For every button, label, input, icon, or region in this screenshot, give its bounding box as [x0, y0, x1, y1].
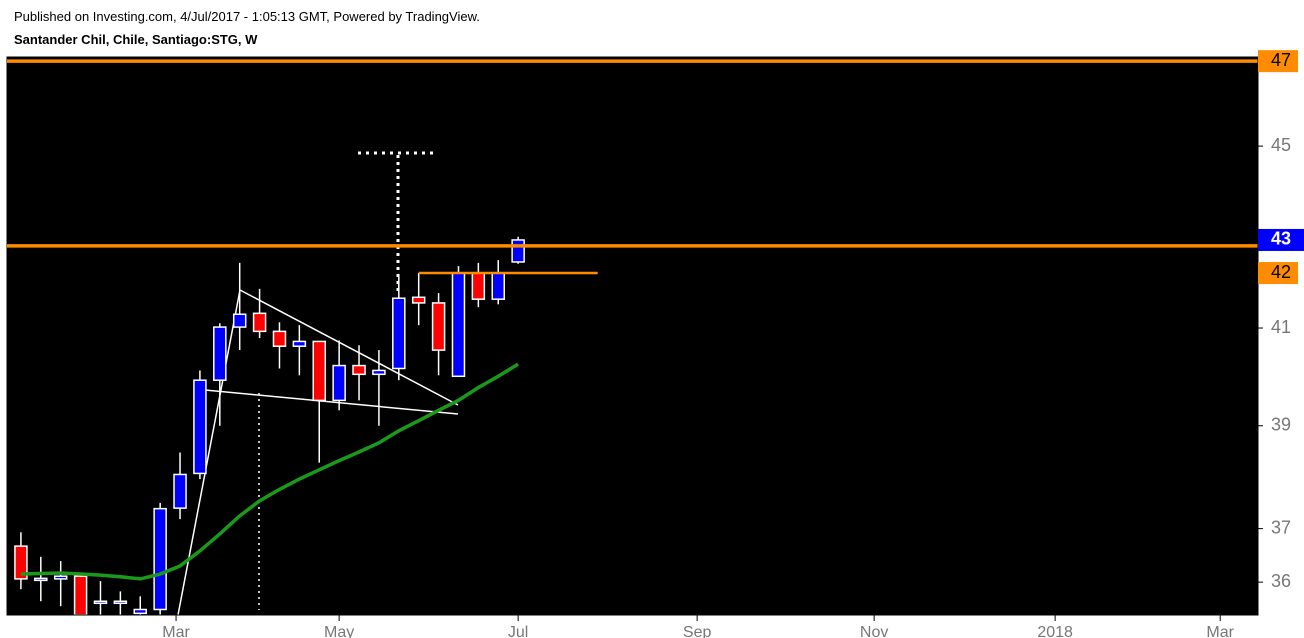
y-tick-label: 45: [1271, 135, 1291, 155]
x-tick-label: Mar: [162, 624, 190, 638]
x-tick-label: Jul: [508, 624, 528, 638]
candle-body: [511, 239, 525, 263]
candle-body: [312, 340, 327, 402]
x-tick-label: May: [324, 624, 354, 638]
candle-body: [292, 340, 307, 347]
price-label: 47: [1271, 50, 1291, 70]
candle-body: [213, 326, 227, 381]
candle-body: [272, 330, 287, 347]
y-tick-label: 39: [1271, 415, 1291, 435]
trend-line: [239, 289, 459, 406]
candle-body: [113, 600, 128, 604]
price-label-box: [1258, 262, 1298, 285]
x-tick-label: Mar: [1206, 624, 1234, 638]
last-price-label: 43: [1271, 229, 1291, 249]
candle-body: [73, 575, 88, 615]
candle-body: [133, 608, 148, 615]
candle-body: [14, 545, 28, 580]
candle-body: [332, 364, 346, 402]
candle-body: [232, 313, 247, 328]
candle-body: [252, 312, 267, 333]
candle-body: [173, 473, 187, 509]
candle-body: [53, 575, 68, 580]
candle-body: [372, 369, 386, 376]
candle-body: [352, 364, 366, 376]
trend-line: [204, 389, 459, 415]
candle-body: [431, 302, 446, 351]
chart-title: Santander Chil, Chile, Santiago:STG, W: [14, 32, 258, 47]
x-tick-label: Sep: [683, 624, 712, 638]
y-tick-label: 36: [1271, 571, 1291, 591]
candle-body: [93, 600, 108, 604]
y-tick-label: 37: [1271, 517, 1291, 537]
candle-body: [491, 272, 506, 300]
plot: [7, 59, 1258, 615]
last-price-box: [1258, 228, 1304, 251]
x-tick-label: Nov: [860, 624, 888, 638]
candle-body: [392, 297, 406, 370]
publish-note: Published on Investing.com, 4/Jul/2017 -…: [14, 9, 480, 24]
x-tick-label: 2018: [1037, 624, 1073, 638]
candle-body: [193, 379, 207, 475]
drawings: [177, 151, 459, 615]
candle-body: [471, 272, 486, 300]
price-label: 42: [1271, 262, 1291, 282]
y-tick-label: 41: [1271, 317, 1291, 337]
candle-body: [153, 507, 167, 611]
candle-body: [411, 296, 426, 304]
moving-average: [20, 362, 520, 581]
candle-body: [34, 577, 48, 582]
candle-body: [451, 272, 466, 378]
price-label-box: [1258, 50, 1298, 73]
